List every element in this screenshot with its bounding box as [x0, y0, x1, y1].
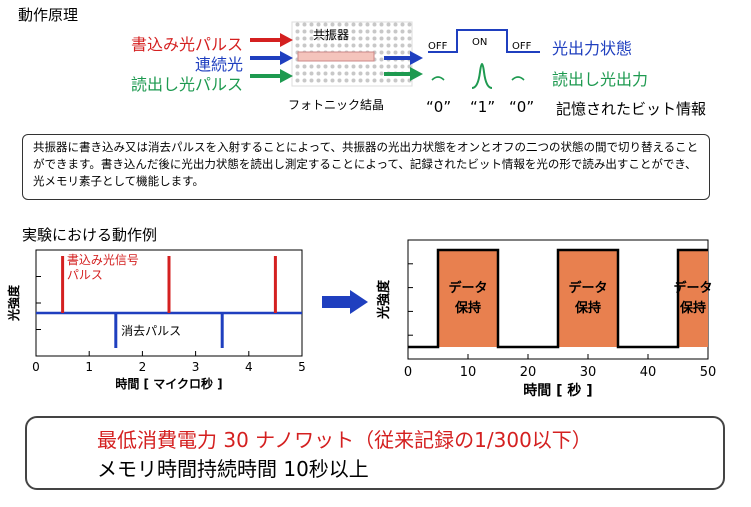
resonator-label: 共振器 [313, 28, 350, 42]
hold-block-1 [558, 250, 618, 347]
state-label-1: ON [472, 37, 488, 48]
hold-label-0-1: 保持 [454, 300, 481, 316]
x-tick-label-4: 4 [245, 360, 253, 374]
x-tick-label-4: 40 [640, 365, 657, 380]
resonator-bar [297, 51, 375, 62]
write-pulse-annotation-0: 書込み光信号 [67, 253, 139, 267]
section-title-experiment: 実験における動作例 [22, 226, 158, 244]
y-axis-label: 光強度 [6, 284, 21, 322]
bit-0: “0” [426, 98, 452, 116]
readout-label: 読出し光出力 [552, 70, 649, 89]
write-pulse-label: 書込み光パルス [130, 35, 243, 54]
continuous-light-label: 連続光 [194, 55, 243, 74]
state-label-2: OFF [512, 41, 532, 52]
read-pulse-label: 読出し光パルス [130, 75, 243, 94]
y-axis-label: 光強度 [376, 279, 392, 320]
signal-series [408, 248, 708, 349]
output-state-label: 光出力状態 [552, 39, 633, 58]
x-tick-label-5: 5 [298, 360, 306, 374]
readout-output-arrow [384, 67, 423, 81]
transition-arrow-icon [322, 290, 368, 314]
section-title-principle: 動作原理 [18, 6, 79, 24]
readout-pulse-0 [431, 76, 445, 81]
x-tick-label-1: 1 [85, 360, 93, 374]
read-pulse-arrow [250, 69, 293, 83]
output-state-arrow [384, 51, 423, 65]
x-tick-label-2: 20 [520, 365, 537, 380]
description-box: 共振器に書き込み又は消去パルスを入射することによって、共振器の光出力状態をオンと… [22, 134, 710, 200]
summary-duration: メモリ時間持続時間 10秒以上 [97, 457, 369, 481]
description-text: 共振器に書き込み又は消去パルスを入射することによって、共振器の光出力状態をオンと… [33, 140, 699, 188]
photonic-crystal-label: フォトニック結晶 [288, 98, 385, 112]
x-axis-label: 時間 [ 秒 ] [523, 382, 592, 399]
principle-diagram [250, 21, 540, 89]
write-pulse-annotation-1: パルス [67, 268, 103, 282]
summary-power: 最低消費電力 30 ナノワット（従来記録の1/300以下） [97, 428, 592, 452]
readout-pulse-1 [471, 63, 493, 89]
x-tick-label-5: 50 [700, 365, 717, 380]
x-tick-label-0: 0 [32, 360, 40, 374]
x-tick-label-0: 0 [404, 365, 412, 380]
summary-box: 最低消費電力 30 ナノワット（従来記録の1/300以下） メモリ時間持続時間 … [25, 416, 725, 490]
x-tick-label-2: 2 [139, 360, 147, 374]
hold-label-1-0: データ [568, 280, 607, 296]
write-pulse-arrow [250, 33, 293, 47]
bits-caption: 記憶されたビット情報 [556, 100, 707, 118]
erase-pulse-annotation: 消去パルス [121, 324, 181, 338]
state-waveform [428, 29, 540, 53]
x-tick-label-3: 30 [580, 365, 597, 380]
hold-label-1-1: 保持 [574, 300, 601, 316]
hold-label-0-0: データ [448, 280, 487, 296]
hold-label-2-1: 保持 [679, 300, 706, 316]
hold-block-2 [678, 250, 708, 347]
state-label-0: OFF [428, 41, 448, 52]
bit-1: “1” [470, 98, 496, 116]
continuous-light-arrow [250, 51, 293, 65]
bit-2: “0” [509, 98, 535, 116]
x-tick-label-1: 10 [460, 365, 477, 380]
readout-pulse-2 [511, 76, 525, 81]
hold-label-2-0: データ [673, 280, 712, 296]
x-tick-label-3: 3 [192, 360, 200, 374]
x-axis-label: 時間 [ マイクロ秒 ] [115, 376, 222, 391]
hold-block-0 [438, 250, 498, 347]
